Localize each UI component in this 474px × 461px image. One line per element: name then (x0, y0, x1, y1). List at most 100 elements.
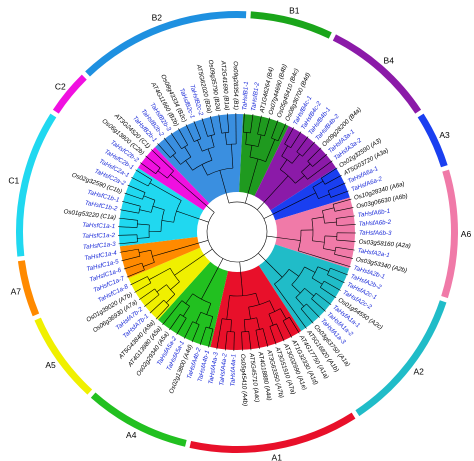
internal-arc (291, 266, 305, 285)
ring-segment-A4 (90, 392, 187, 447)
terminal-branch (201, 118, 208, 137)
internal-arc (192, 293, 211, 304)
terminal-branch (255, 330, 260, 349)
internal-branch (160, 188, 171, 195)
terminal-branch (269, 326, 277, 345)
internal-branch (291, 153, 300, 164)
terminal-branch (144, 294, 160, 307)
internal-branch (184, 146, 192, 158)
internal-arc (255, 328, 264, 331)
stem-branch (263, 197, 306, 219)
terminal-branch (224, 331, 228, 351)
terminal-branch (216, 330, 221, 350)
internal-branch (257, 134, 262, 147)
stem-branch (163, 240, 209, 254)
internal-arc (154, 288, 160, 295)
terminal-branch (157, 143, 171, 158)
internal-arc (173, 200, 182, 223)
terminal-branch (335, 246, 355, 251)
internal-branch (317, 266, 330, 272)
terminal-branch (264, 117, 271, 136)
internal-arc (257, 133, 265, 137)
group-label-A7: A7 (11, 286, 22, 296)
internal-branch (323, 248, 336, 252)
internal-branch (224, 132, 227, 145)
internal-branch (161, 220, 174, 223)
stem-branch (256, 184, 281, 211)
internal-branch (249, 145, 253, 158)
terminal-branch (155, 305, 170, 320)
internal-branch (318, 193, 330, 199)
internal-arc (311, 293, 317, 299)
internal-arc (138, 249, 141, 257)
terminal-branch (138, 288, 155, 300)
terminal-branch (140, 162, 156, 174)
terminal-branch (176, 318, 187, 335)
internal-branch (280, 308, 287, 320)
internal-branch (166, 294, 176, 303)
terminal-branch (169, 314, 181, 331)
internal-branch (137, 237, 150, 239)
terminal-branch (118, 241, 138, 245)
internal-branch (185, 293, 193, 304)
internal-branch (279, 159, 288, 170)
root-arc (206, 222, 209, 241)
terminal-branch (324, 174, 342, 185)
ring-segment-B1 (250, 11, 332, 39)
terminal-branch (242, 113, 245, 133)
internal-branch (152, 252, 165, 257)
internal-branch (206, 303, 212, 315)
group-label-A2: A2 (413, 366, 424, 376)
terminal-branch (311, 298, 326, 312)
root-arc (258, 235, 268, 254)
clade-sectors (119, 113, 355, 350)
terminal-branch (124, 192, 143, 200)
internal-branch (164, 162, 174, 172)
terminal-branch (193, 120, 202, 139)
root-arc (263, 218, 268, 237)
ring-segment-B2 (85, 10, 247, 77)
terminal-branch (327, 274, 345, 284)
internal-branch (241, 283, 244, 296)
terminal-branch (300, 308, 314, 324)
group-label-A3: A3 (439, 130, 450, 140)
ring-segment-A3 (417, 113, 448, 168)
internal-branch (322, 207, 335, 212)
internal-branch (176, 210, 188, 216)
leaf-label: Os05g45410 (A4b) (239, 354, 248, 407)
internal-arc (281, 155, 293, 164)
ring-segment-C2 (52, 74, 87, 114)
internal-branch (231, 156, 234, 169)
group-label-C2: C2 (55, 81, 66, 91)
terminal-branch (121, 255, 141, 262)
stem-branch (184, 248, 213, 269)
group-ring (15, 10, 458, 454)
terminal-branch (333, 198, 352, 205)
internal-branch (281, 293, 289, 304)
terminal-branch (277, 123, 287, 141)
internal-branch (321, 257, 333, 262)
internal-branch (304, 192, 316, 199)
terminal-branch (199, 326, 207, 346)
internal-branch (309, 253, 322, 259)
internal-branch (210, 135, 215, 148)
ring-segment-A5 (34, 317, 93, 395)
internal-arc (169, 152, 176, 158)
group-label-B2: B2 (152, 13, 163, 23)
internal-branch (143, 262, 155, 267)
terminal-branch (271, 120, 279, 139)
internal-branch (148, 273, 160, 280)
stem-branch (266, 235, 289, 240)
internal-arc (300, 303, 307, 309)
internal-arc (181, 144, 188, 150)
terminal-branch (178, 128, 188, 146)
internal-arc (167, 170, 174, 179)
internal-arc (138, 206, 141, 214)
terminal-branch (250, 114, 254, 133)
internal-branch (301, 163, 311, 173)
ring-segment-C1 (15, 113, 57, 257)
terminal-branch (320, 287, 337, 299)
terminal-branch (332, 261, 351, 268)
internal-branch (304, 266, 316, 273)
